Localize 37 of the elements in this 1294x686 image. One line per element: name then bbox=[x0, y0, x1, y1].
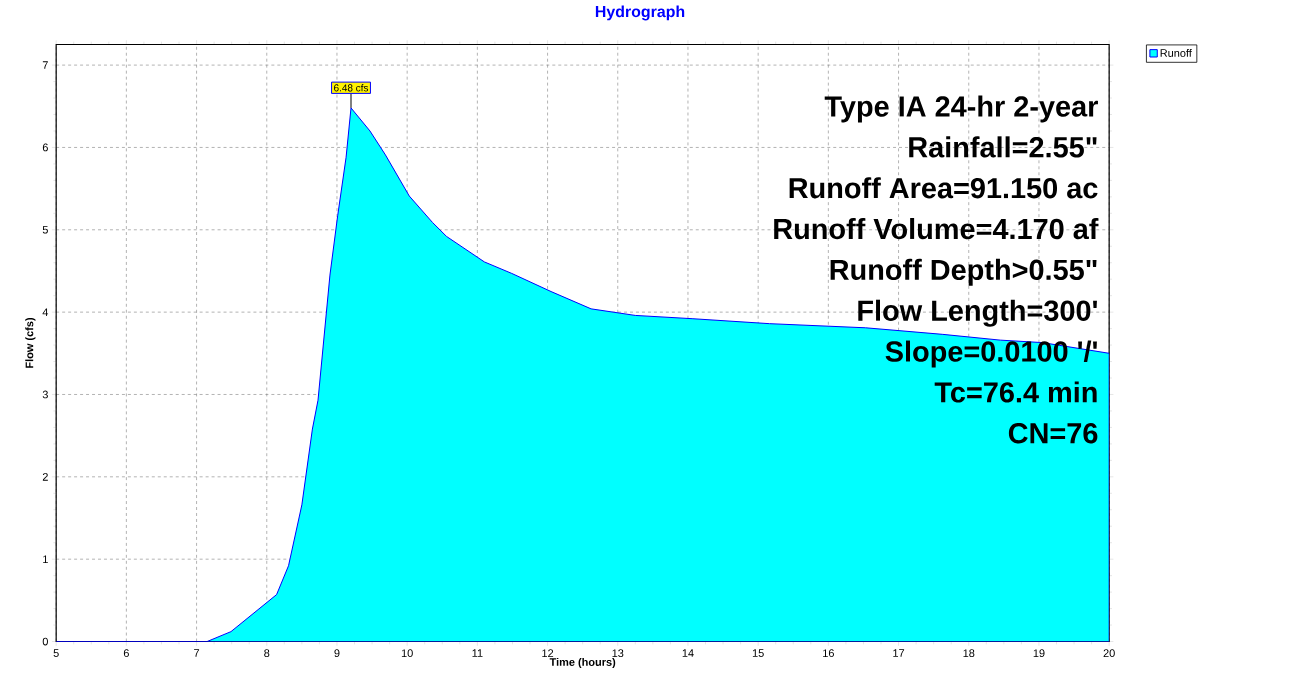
x-tick-label: 11 bbox=[472, 649, 483, 657]
y-tick-label: 7 bbox=[42, 61, 48, 69]
annotation: Runoff Area=91.150 ac bbox=[789, 177, 1098, 199]
y-tick-label: 5 bbox=[42, 225, 48, 234]
y-tick-label: 2 bbox=[42, 473, 48, 481]
annotation: Runoff Volume=4.170 af bbox=[774, 218, 1099, 240]
y-tick-label: 3 bbox=[42, 390, 48, 399]
y-tick-label: 1 bbox=[43, 555, 48, 563]
x-tick-label: 8 bbox=[264, 649, 270, 658]
x-tick-label: 10 bbox=[401, 649, 413, 658]
x-tick-label: 9 bbox=[334, 649, 340, 658]
x-axis-title: Time (hours) bbox=[549, 657, 616, 669]
x-tick-label: 6 bbox=[123, 649, 129, 658]
annotation: CN=76 bbox=[1008, 423, 1098, 444]
x-tick-label: 17 bbox=[893, 649, 905, 657]
annotation: Runoff Depth>0.55" bbox=[830, 258, 1097, 286]
x-tick-label: 20 bbox=[1103, 649, 1115, 658]
x-tick-label: 15 bbox=[752, 649, 764, 657]
x-tick-label: 16 bbox=[823, 649, 834, 658]
legend-label: Runoff bbox=[1160, 48, 1192, 57]
y-tick-label: 4 bbox=[42, 308, 49, 316]
annotation: Type IA 24-hr 2-year bbox=[824, 95, 1098, 123]
y-tick-label: 6 bbox=[42, 143, 48, 152]
x-tick-label: 14 bbox=[682, 649, 694, 657]
x-tick-label: 12 bbox=[542, 649, 554, 657]
x-tick-label: 18 bbox=[963, 649, 975, 658]
annotation: Tc=76.4 min bbox=[934, 381, 1097, 403]
y-tick-label: 0 bbox=[42, 637, 48, 646]
chart-title: Hydrograph bbox=[595, 5, 685, 21]
x-tick-label: 13 bbox=[612, 649, 624, 658]
annotation: Flow Length=300' bbox=[858, 299, 1097, 327]
y-axis-title: Flow (cfs) bbox=[25, 317, 36, 368]
annotation: Rainfall=2.55" bbox=[909, 136, 1097, 158]
x-tick-label: 19 bbox=[1033, 649, 1045, 658]
x-tick-label: 7 bbox=[194, 649, 200, 657]
x-tick-label: 5 bbox=[53, 649, 59, 657]
annotation: 6.48 cfs bbox=[334, 84, 369, 92]
